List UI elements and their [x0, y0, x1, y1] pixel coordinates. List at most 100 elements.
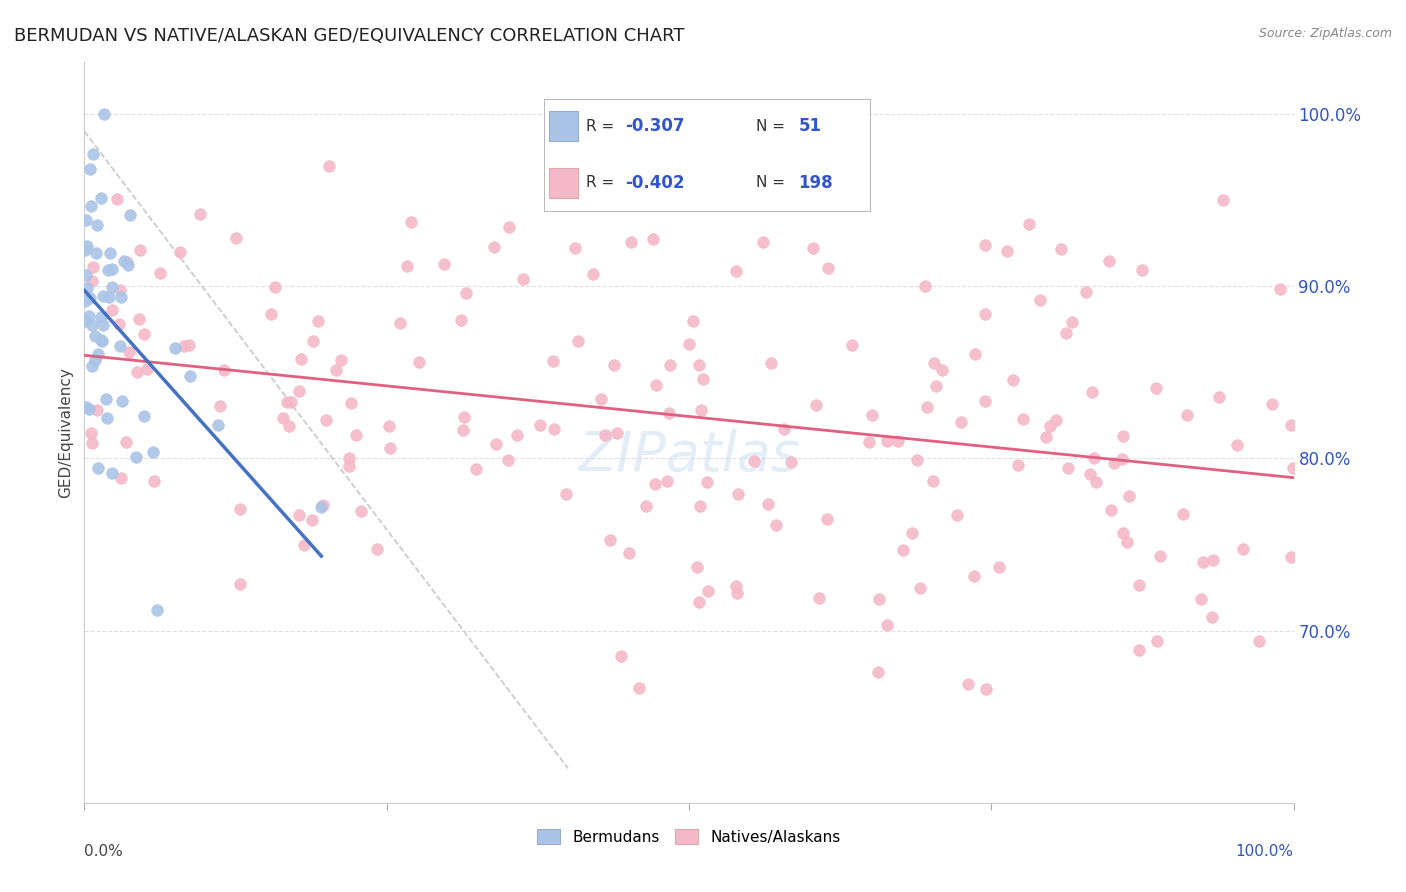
Point: [901, 525, 924, 540]
Point: [1083, 451, 1105, 466]
Point: [1035, 430, 1057, 444]
Point: [690, 402, 713, 417]
Point: [346, 428, 368, 442]
Point: [318, 159, 340, 173]
Point: [288, 384, 311, 398]
Point: [146, 602, 169, 616]
Point: [582, 267, 605, 281]
Point: [94, 392, 117, 406]
Point: [1130, 263, 1153, 277]
Point: [111, 393, 134, 408]
Point: [1279, 549, 1302, 564]
Point: [779, 455, 801, 469]
Point: [974, 682, 997, 697]
Point: [143, 474, 166, 488]
Point: [1111, 451, 1133, 466]
Point: [606, 426, 628, 441]
Point: [988, 559, 1011, 574]
Point: [125, 365, 148, 379]
Point: [506, 427, 529, 442]
Legend: Bermudans, Natives/Alaskans: Bermudans, Natives/Alaskans: [531, 822, 846, 851]
Point: [91, 318, 114, 332]
Point: [77, 401, 100, 416]
Point: [97, 263, 120, 277]
Point: [98, 246, 121, 260]
Text: Source: ZipAtlas.com: Source: ZipAtlas.com: [1258, 27, 1392, 40]
Point: [1045, 413, 1067, 427]
Point: [75, 401, 97, 415]
Point: [1192, 555, 1215, 569]
Point: [724, 263, 747, 277]
Point: [957, 677, 980, 691]
Point: [433, 257, 456, 271]
Point: [963, 569, 986, 583]
Point: [914, 278, 936, 293]
Point: [645, 378, 668, 392]
Point: [627, 681, 650, 696]
Point: [101, 303, 124, 318]
Point: [1118, 489, 1140, 503]
Text: 0.0%: 0.0%: [84, 844, 124, 858]
Point: [543, 422, 565, 436]
Point: [1098, 253, 1121, 268]
Point: [620, 235, 643, 250]
Point: [609, 649, 631, 664]
Point: [541, 354, 564, 368]
Point: [225, 231, 247, 245]
Point: [120, 208, 142, 222]
Point: [75, 213, 97, 227]
Point: [484, 437, 506, 451]
Point: [86, 402, 108, 417]
Point: [686, 560, 709, 574]
Point: [591, 392, 613, 407]
Point: [1202, 553, 1225, 567]
Point: [1232, 542, 1254, 557]
Point: [1084, 475, 1107, 489]
Point: [553, 159, 575, 173]
Point: [337, 450, 360, 465]
Point: [169, 245, 191, 260]
Point: [925, 379, 948, 393]
Point: [207, 418, 229, 433]
Point: [86, 347, 108, 361]
Point: [366, 541, 388, 556]
Point: [288, 508, 311, 523]
Point: [128, 243, 150, 257]
Point: [277, 418, 299, 433]
Point: [1146, 634, 1168, 648]
Point: [82, 318, 104, 332]
Point: [688, 166, 710, 180]
Point: [271, 410, 294, 425]
Point: [1007, 458, 1029, 472]
Point: [75, 293, 97, 308]
Point: [752, 235, 775, 249]
Point: [302, 334, 325, 348]
Point: [117, 258, 139, 272]
Point: [90, 333, 112, 347]
Point: [108, 283, 131, 297]
Point: [644, 476, 666, 491]
Point: [949, 416, 972, 430]
Point: [1144, 381, 1167, 395]
Point: [1128, 643, 1150, 657]
Point: [91, 289, 114, 303]
Point: [337, 459, 360, 474]
Point: [724, 579, 747, 593]
Point: [128, 311, 150, 326]
Point: [641, 232, 664, 246]
Point: [101, 280, 124, 294]
Point: [554, 486, 576, 500]
Point: [401, 215, 423, 229]
Point: [315, 413, 337, 427]
Point: [80, 426, 103, 441]
Point: [453, 409, 475, 424]
Point: [311, 500, 333, 514]
Point: [96, 411, 118, 425]
Point: [389, 316, 412, 330]
Point: [815, 512, 838, 526]
Point: [1102, 456, 1125, 470]
Point: [908, 581, 931, 595]
Point: [408, 354, 430, 368]
Point: [804, 398, 827, 412]
Point: [974, 238, 997, 252]
